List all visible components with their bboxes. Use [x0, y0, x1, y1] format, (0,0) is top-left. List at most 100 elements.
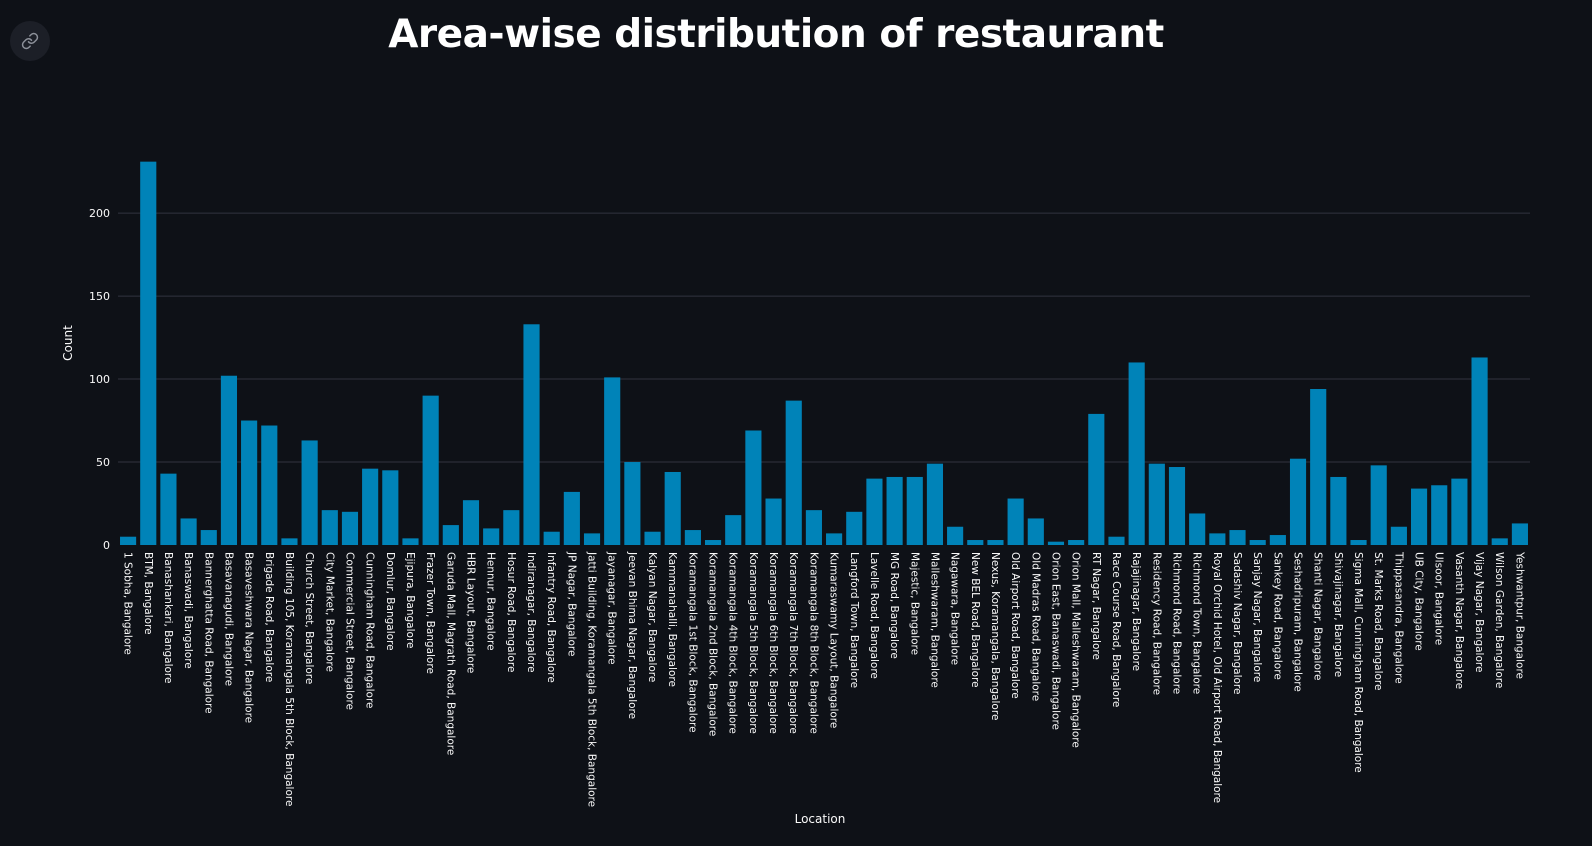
bar[interactable]: UB City, Bangalore: 34 [1410, 488, 1428, 545]
x-axis-title: Location [795, 812, 846, 826]
x-tick-label: BTM, Bangalore [142, 552, 154, 635]
bar[interactable]: Infantry Road, Bangalore: 8 [543, 531, 560, 545]
bar[interactable]: Old Madras Road, Bangalore: 16 [1027, 518, 1044, 545]
bar[interactable]: Shivajinagar, Bangalore: 41 [1330, 476, 1347, 545]
bar[interactable]: Bannerghatta Road, Bangalore: 9 [200, 530, 217, 545]
bar[interactable]: Rajajinagar, Bangalore: 110 [1128, 362, 1145, 545]
bar[interactable]: Basavanagudi, Bangalore: 102 [220, 375, 238, 545]
bar[interactable]: Old Airport Road, Bangalore: 28 [1007, 498, 1024, 545]
bar[interactable]: Nagawara, Bangalore: 11 [947, 526, 964, 545]
bar[interactable]: Jayanagar, Bangalore: 101 [604, 377, 621, 545]
bar[interactable]: Sankey Road, Bangalore: 6 [1269, 535, 1286, 545]
chart-title: Area-wise distribution of restaurant [388, 12, 1164, 57]
x-tick-label: Koramangala 7th Block, Bangalore [787, 552, 799, 734]
bar[interactable]: JP Nagar, Bangalore: 32 [563, 491, 580, 545]
x-tick-label: Kumaraswamy Layout, Bangalore [828, 552, 840, 728]
bar[interactable]: Domlur, Bangalore: 45 [382, 470, 399, 545]
bar[interactable]: Orion East, Banaswadi, Bangalore: 2 [1047, 541, 1065, 545]
bar[interactable]: Thippasandra, Bangalore: 11 [1390, 526, 1407, 545]
bar[interactable]: Sanjay Nagar, Bangalore: 3 [1249, 540, 1266, 545]
bar[interactable]: Wilson Garden, Bangalore: 4 [1491, 538, 1508, 545]
x-tick-label: Building 105, Koramangala 5th Block, Ban… [283, 552, 295, 806]
x-tick-label: Wilson Garden, Bangalore [1493, 552, 1505, 688]
bar[interactable]: Vasanth Nagar, Bangalore: 40 [1451, 478, 1468, 545]
x-tick-label: Koramangala 6th Block, Bangalore [767, 552, 779, 734]
bar[interactable]: 1 Sobha, Bangalore: 5 [120, 536, 137, 545]
bar[interactable]: Kumaraswamy Layout, Bangalore: 7 [826, 533, 843, 545]
bar[interactable]: Basaveshwara Nagar, Bangalore: 75 [241, 420, 258, 545]
bar[interactable]: Church Street, Bangalore: 63 [301, 440, 318, 545]
x-tick-label: UB City, Bangalore [1413, 552, 1425, 651]
bar[interactable]: Vijay Nagar, Bangalore: 113 [1471, 357, 1488, 545]
bar[interactable]: Koramangala 4th Block, Bangalore: 18 [725, 515, 742, 545]
x-tick-label: Koramangala 5th Block, Bangalore [747, 552, 759, 734]
x-tick-label: Sankey Road, Bangalore [1271, 552, 1283, 680]
bar[interactable]: Hosur Road, Bangalore: 21 [503, 510, 520, 545]
bar[interactable]: Shanti Nagar, Bangalore: 94 [1310, 389, 1327, 545]
bar[interactable]: Banashankari, Bangalore: 43 [160, 473, 177, 545]
y-tick-label: 0 [103, 539, 110, 552]
bar[interactable]: Koramangala 6th Block, Bangalore: 28 [765, 498, 782, 545]
bar[interactable]: Lavelle Road, Bangalore: 40 [866, 478, 883, 545]
bar[interactable]: Nexus, Koramangala, Bangalore: 3 [987, 540, 1004, 545]
y-tick-label: 200 [89, 207, 110, 220]
bar[interactable]: HBR Layout, Bangalore: 27 [462, 500, 480, 545]
bar[interactable]: Kalyan Nagar, Bangalore: 8 [644, 531, 661, 545]
bar[interactable]: Jeevan Bhima Nagar, Bangalore: 50 [624, 462, 641, 545]
y-axis-title: Count [61, 325, 75, 361]
x-tick-label: Race Course Road, Bangalore [1110, 552, 1122, 707]
bar[interactable]: MG Road, Bangalore: 41 [886, 476, 903, 545]
x-tick-label: Infantry Road, Bangalore [545, 552, 557, 683]
bar[interactable]: Commercial Street, Bangalore: 20 [341, 511, 359, 545]
x-tick-label: Royal Orchid Hotel, Old Airport Road, Ba… [1211, 552, 1223, 803]
bar[interactable]: Seshadripuram, Bangalore: 52 [1289, 458, 1307, 545]
bar[interactable]: Kammanahalli, Bangalore: 44 [664, 471, 681, 545]
bar[interactable]: Langford Town, Bangalore: 20 [846, 511, 863, 545]
bar[interactable]: BTM, Bangalore: 231 [140, 161, 157, 545]
bar[interactable]: Race Course Road, Bangalore: 5 [1108, 536, 1125, 545]
bar[interactable]: Jatti Building, Koramangala 5th Block, B… [583, 533, 601, 545]
bar[interactable]: Hennur, Bangalore: 10 [483, 528, 500, 545]
x-tick-label: Richmond Town, Bangalore [1191, 552, 1203, 694]
bar[interactable]: Ejipura, Bangalore: 4 [402, 538, 419, 545]
x-tick-label: Yeshwantpur, Bangalore [1513, 551, 1525, 679]
bar[interactable]: Indiranagar, Bangalore: 133 [523, 324, 540, 545]
bar[interactable]: Building 105, Koramangala 5th Block, Ban… [281, 538, 298, 545]
x-tick-label: Kalyan Nagar, Bangalore [646, 552, 658, 682]
bar[interactable]: St. Marks Road, Bangalore: 48 [1370, 465, 1387, 545]
bar[interactable]: Sadashiv Nagar, Bangalore: 9 [1229, 530, 1246, 545]
bar[interactable]: Malleshwaram, Bangalore: 49 [926, 463, 944, 545]
bar[interactable]: Koramangala 1st Block, Bangalore: 9 [684, 530, 701, 545]
bar[interactable]: Frazer Town, Bangalore: 90 [422, 395, 439, 545]
bar[interactable]: Koramangala 5th Block, Bangalore: 69 [745, 430, 762, 545]
x-tick-label: Frazer Town, Bangalore [424, 552, 436, 674]
bar[interactable]: Koramangala 8th Block, Bangalore: 21 [805, 510, 822, 545]
bar[interactable]: Ulsoor, Bangalore: 36 [1431, 485, 1448, 545]
x-tick-label: Sigma Mall, Cunningham Road, Bangalore [1352, 552, 1364, 773]
bar[interactable]: Royal Orchid Hotel, Old Airport Road, Ba… [1209, 533, 1226, 545]
bar[interactable]: Banaswadi, Bangalore: 16 [180, 518, 197, 545]
x-tick-label: New BEL Road, Bangalore [969, 552, 981, 688]
bar[interactable]: Richmond Town, Bangalore: 19 [1189, 513, 1206, 545]
bar[interactable]: Richmond Road, Bangalore: 47 [1168, 467, 1186, 545]
x-tick-label: RT Nagar, Bangalore [1090, 552, 1102, 660]
link-button[interactable] [10, 21, 50, 61]
x-tick-label: Jeevan Bhima Nagar, Bangalore [626, 551, 638, 719]
bar[interactable]: Yeshwantpur, Bangalore: 13 [1511, 523, 1528, 545]
bar[interactable]: Cunningham Road, Bangalore: 46 [362, 468, 379, 545]
bar[interactable]: City Market, Bangalore: 21 [321, 510, 338, 545]
bar[interactable]: New BEL Road, Bangalore: 3 [967, 540, 984, 545]
bar[interactable]: Majestic, Bangalore: 41 [906, 476, 923, 545]
bar[interactable]: RT Nagar, Bangalore: 79 [1088, 413, 1105, 545]
x-tick-label: Basavanagudi, Bangalore [222, 552, 234, 686]
bar[interactable]: Residency Road, Bangalore: 49 [1148, 463, 1165, 545]
bar[interactable]: Garuda Mall, Magrath Road, Bangalore: 12 [442, 525, 459, 545]
bar[interactable]: Koramangala 2nd Block, Bangalore: 3 [704, 540, 722, 545]
bar[interactable]: Orion Mall, Malleshwaram, Bangalore: 3 [1068, 540, 1085, 545]
x-tick-label: Rajajinagar, Bangalore [1130, 552, 1142, 671]
bar[interactable]: Sigma Mall, Cunningham Road, Bangalore: … [1350, 540, 1367, 545]
bar[interactable]: Koramangala 7th Block, Bangalore: 87 [785, 400, 802, 545]
x-tick-label: Old Madras Road, Bangalore [1029, 552, 1041, 701]
bar[interactable]: Brigade Road, Bangalore: 72 [261, 425, 278, 545]
